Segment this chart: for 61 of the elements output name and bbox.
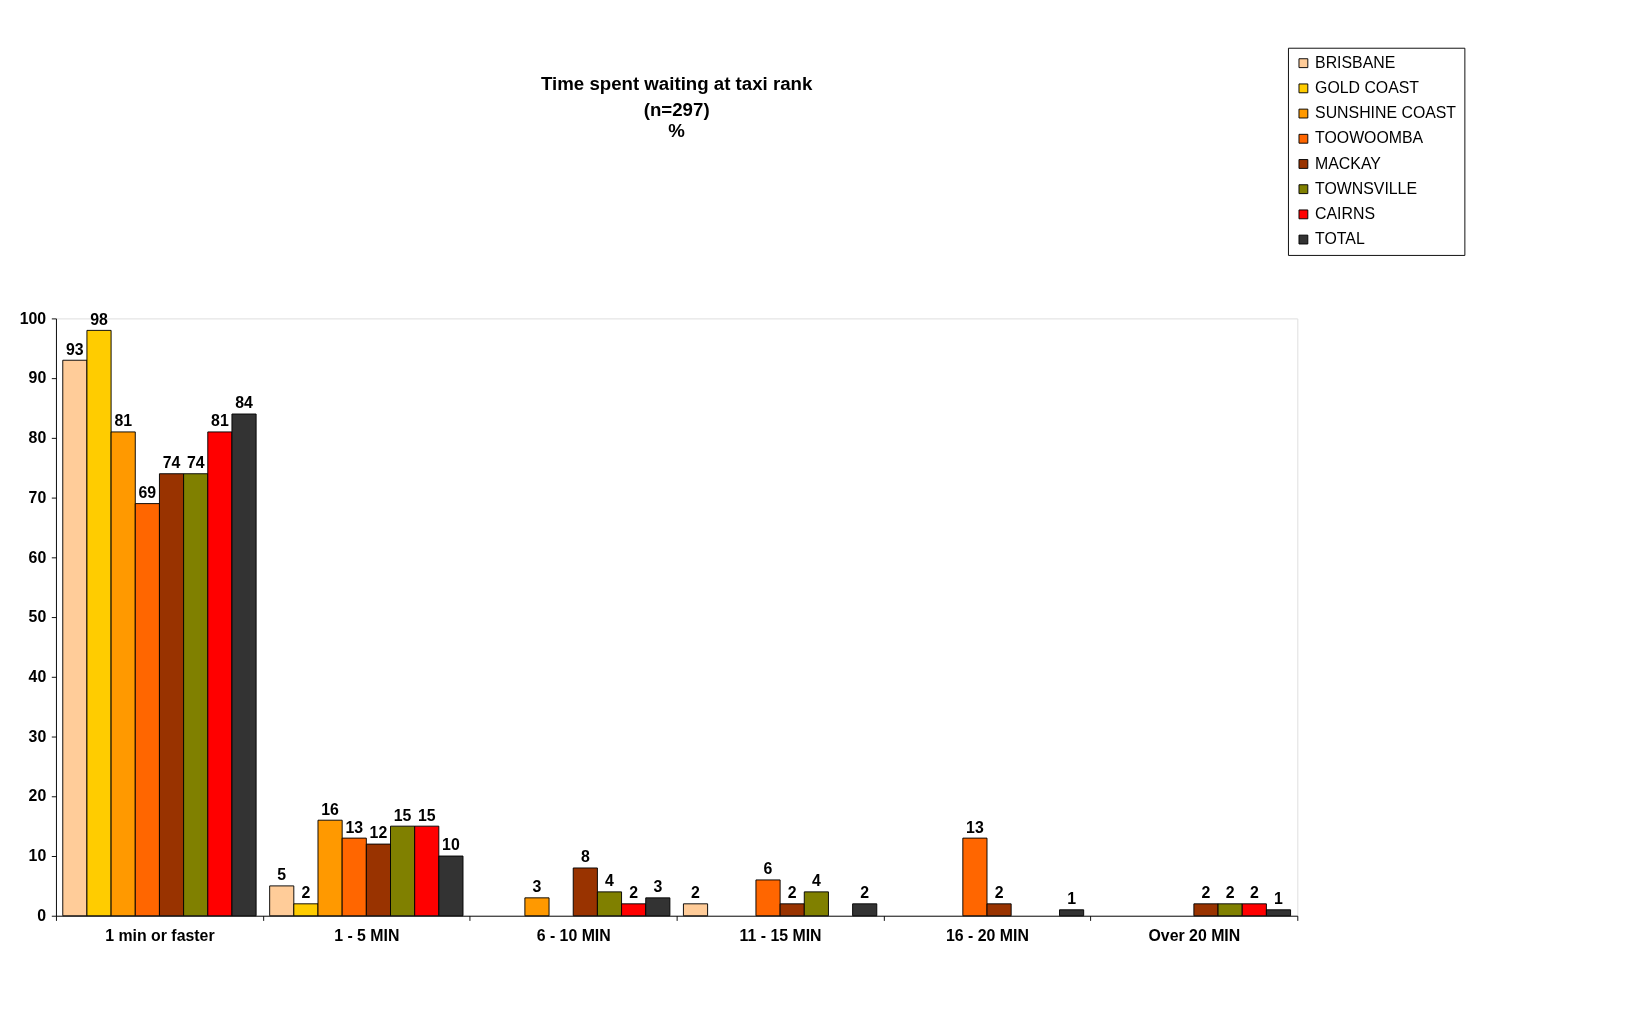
data-label: 1 <box>1274 890 1284 908</box>
data-label: 93 <box>66 340 84 358</box>
y-tick-label: 20 <box>28 787 47 805</box>
y-tick-label: 40 <box>28 667 47 685</box>
legend-label: MACKAY <box>1315 154 1382 172</box>
data-label: 2 <box>1201 884 1211 902</box>
x-tick-label: 16 - 20 MIN <box>946 926 1029 944</box>
data-label: 81 <box>114 412 133 430</box>
data-label: 2 <box>1225 884 1235 902</box>
data-label: 13 <box>966 818 984 836</box>
data-label: 2 <box>1249 884 1259 902</box>
legend-label: TOTAL <box>1315 230 1365 248</box>
data-label: 2 <box>787 884 797 902</box>
legend-label: SUNSHINE COAST <box>1315 104 1457 122</box>
data-label: 6 <box>763 860 773 878</box>
legend-label: TOOWOOMBA <box>1315 129 1424 147</box>
data-label: 4 <box>605 872 615 890</box>
y-tick-label: 0 <box>37 906 47 924</box>
legend-label: BRISBANE <box>1315 53 1396 71</box>
legend-label: CAIRNS <box>1315 205 1375 223</box>
chart-subtitle: (n=297) <box>643 99 710 121</box>
data-label: 15 <box>393 806 412 824</box>
data-label: 5 <box>277 866 287 884</box>
data-label: 16 <box>321 800 340 818</box>
data-label: 74 <box>186 454 205 472</box>
data-label: 2 <box>629 884 639 902</box>
data-label: 2 <box>994 884 1004 902</box>
x-tick-label: 1 min or faster <box>105 926 215 944</box>
data-label: 4 <box>811 872 821 890</box>
legend-label: GOLD COAST <box>1315 79 1420 97</box>
text: % <box>668 119 686 141</box>
y-tick-label: 10 <box>28 847 47 865</box>
y-tick-label: 70 <box>28 488 47 506</box>
data-label: 3 <box>653 878 663 896</box>
data-label: 98 <box>90 310 109 328</box>
data-label: 12 <box>369 824 388 842</box>
x-tick-label: 6 - 10 MIN <box>536 926 611 944</box>
data-label: 3 <box>532 878 542 896</box>
x-tick-label: Over 20 MIN <box>1148 926 1241 944</box>
y-tick-label: 80 <box>28 429 47 447</box>
y-tick-label: 50 <box>28 608 47 626</box>
data-label: 10 <box>442 836 460 854</box>
data-label: 84 <box>235 394 254 412</box>
data-label: 2 <box>691 884 701 902</box>
data-label: 8 <box>580 848 590 866</box>
data-label: 15 <box>417 806 436 824</box>
data-label: 81 <box>211 412 229 430</box>
data-label: 69 <box>138 484 157 502</box>
x-tick-label: 11 - 15 MIN <box>739 926 822 944</box>
data-label: 2 <box>860 884 870 902</box>
x-tick-label: 1 - 5 MIN <box>334 926 400 944</box>
y-tick-label: 60 <box>28 548 47 566</box>
data-label: 1 <box>1067 890 1077 908</box>
data-label: 13 <box>345 818 364 836</box>
y-tick-label: 30 <box>28 727 47 745</box>
y-tick-label: 90 <box>28 369 47 387</box>
chart-title: Time spent waiting at taxi rank <box>541 73 813 95</box>
data-label: 74 <box>162 454 181 472</box>
legend-label: TOWNSVILLE <box>1315 179 1418 197</box>
data-label: 2 <box>301 884 311 902</box>
y-tick-label: 100 <box>19 309 47 327</box>
